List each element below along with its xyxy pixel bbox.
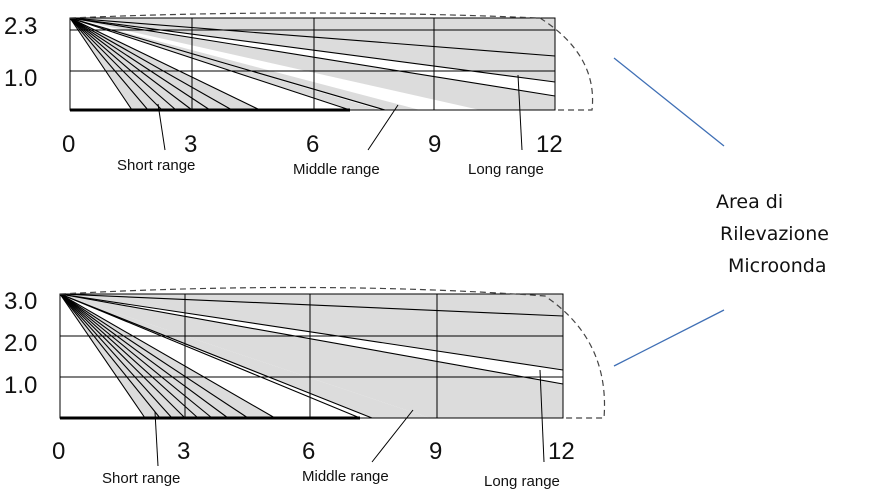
- top-fan-lines: [69, 17, 556, 111]
- top-x-tick-6: 6: [306, 131, 319, 158]
- bottom-x-tick-6: 6: [302, 438, 315, 465]
- top-dashed-outline: [69, 12, 594, 111]
- side-label-line-1: Area di: [716, 191, 783, 213]
- top-middle-zone-inner: [70, 18, 420, 110]
- bottom-middle-zone: [60, 294, 430, 418]
- bottom-y-tick-2: 2.0: [4, 330, 37, 357]
- bottom-y-tick-3: 1.0: [4, 372, 37, 399]
- top-long-range-label: Long range: [468, 161, 544, 178]
- top-x-tick-12: 12: [536, 131, 563, 158]
- top-short-range-label: Short range: [117, 157, 195, 174]
- bottom-x-tick-9: 9: [429, 438, 442, 465]
- connector-top: [613, 57, 725, 147]
- top-long-leader: [517, 74, 523, 151]
- bottom-fan-lines: [59, 293, 564, 419]
- top-middle-range-label: Middle range: [293, 161, 380, 178]
- top-y-tick-2: 1.0: [4, 65, 37, 92]
- side-label-line-3: Microonda: [728, 255, 827, 277]
- bottom-x-tick-3: 3: [177, 438, 190, 465]
- bottom-long-range-label: Long range: [484, 473, 560, 490]
- top-detection-diagram: 2.3 1.0 0 3 6 9 12 Short range Middle ra…: [4, 12, 594, 178]
- bottom-short-range-label: Short range: [102, 470, 180, 487]
- bottom-dashed-outline: [59, 286, 606, 419]
- top-short-leader: [157, 103, 166, 151]
- top-middle-leader: [367, 104, 399, 151]
- connector-bottom: [613, 309, 725, 367]
- side-label-line-2: Rilevazione: [720, 223, 829, 245]
- bottom-middle-leader: [371, 409, 414, 463]
- bottom-x-tick-12: 12: [548, 438, 575, 465]
- top-x-tick-0: 0: [62, 131, 75, 158]
- top-x-tick-9: 9: [428, 131, 441, 158]
- bottom-long-leader: [539, 369, 545, 463]
- bottom-x-tick-0: 0: [52, 438, 65, 465]
- bottom-detection-diagram: 3.0 2.0 1.0 0 3 6 9 12 Short range Middl…: [4, 286, 606, 490]
- bottom-y-tick-1: 3.0: [4, 288, 37, 315]
- bottom-middle-range-label: Middle range: [302, 468, 389, 485]
- top-y-tick-1: 2.3: [4, 13, 37, 40]
- bottom-short-leader: [154, 411, 159, 467]
- top-x-tick-3: 3: [184, 131, 197, 158]
